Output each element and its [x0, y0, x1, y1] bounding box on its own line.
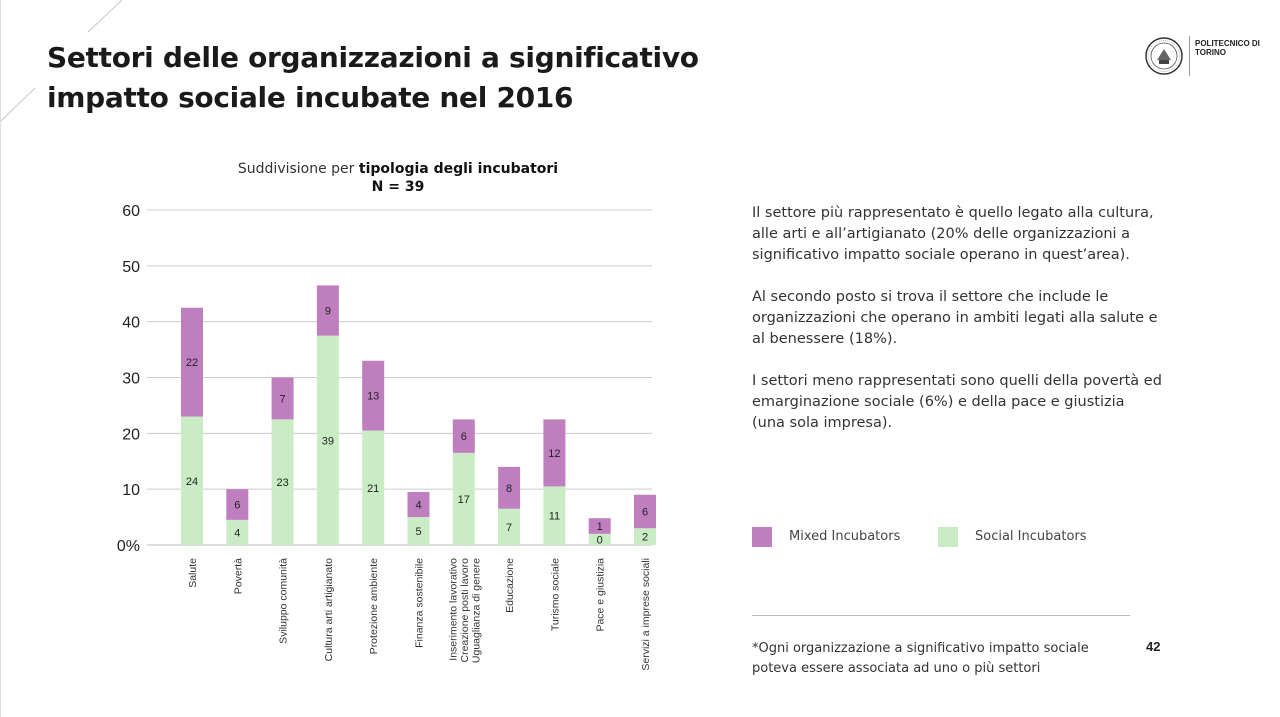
data-label-social: 5 [415, 526, 421, 538]
data-label-mixed: 8 [506, 483, 512, 495]
bar-social [226, 519, 249, 545]
data-label-social: 0 [597, 534, 603, 546]
x-tick-label-line: Finanza sostenibile [414, 558, 426, 648]
x-tick-label-line: Sviluppo comunità [278, 558, 290, 644]
x-tick-label-line: Cultura arti artigianato [323, 558, 335, 661]
x-tick-label: Cultura arti artigianato [323, 558, 335, 661]
page-title: Settori delle organizzazioni a significa… [47, 41, 699, 114]
bar-social [362, 430, 385, 545]
legend-label-social: Social Incubators [975, 529, 1087, 544]
page-number: 42 [1146, 639, 1161, 654]
chart-sample-size: N = 39 [371, 179, 425, 195]
data-label-mixed: 22 [186, 357, 198, 369]
description-paragraph-3: I settori meno rappresentati sono quelli… [752, 373, 1162, 431]
stacked-bar-chart: 0%1020304050602422Salute46Povertà237Svil… [117, 203, 656, 671]
x-tick-label: Sviluppo comunità [278, 558, 290, 644]
x-tick-label: Pace e giustizia [595, 558, 607, 632]
y-tick-label: 10 [122, 482, 140, 499]
footer-divider [752, 615, 1130, 616]
x-tick-label: Finanza sostenibile [414, 558, 426, 648]
data-label-mixed: 7 [280, 393, 286, 405]
data-label-mixed: 1 [597, 521, 603, 533]
bar-social [181, 416, 203, 545]
data-label-mixed: 9 [325, 306, 331, 318]
bar-mixed [498, 466, 521, 509]
logo-text: POLITECNICO DI TORINO [1195, 39, 1260, 57]
bar-mixed [226, 489, 249, 520]
data-label-social: 4 [234, 527, 240, 539]
y-tick-label: 40 [122, 315, 140, 332]
data-label-mixed: 6 [642, 507, 648, 519]
x-tick-label-line: Creazione posti lavoro [459, 558, 471, 663]
bar-mixed [543, 419, 566, 487]
x-tick-label: Inserimento lavorativoCreazione posti la… [447, 558, 482, 663]
bar-mixed [407, 491, 430, 518]
bar-mixed [181, 307, 203, 417]
bar-mixed [452, 419, 475, 453]
data-label-mixed: 12 [548, 448, 560, 460]
x-tick-label-line: Servizi a imprese sociali [640, 558, 652, 671]
y-tick-label: 0% [117, 538, 140, 555]
y-tick-label: 50 [122, 259, 140, 276]
bar-social [634, 528, 656, 545]
chart-title-prefix: Suddivisione per [237, 161, 359, 177]
bar-mixed [316, 285, 339, 336]
chart-title-bold: tipologia degli incubatori [358, 161, 559, 177]
x-tick-label: Salute [187, 558, 199, 588]
legend-swatch-mixed [752, 527, 772, 547]
data-label-social: 7 [506, 522, 512, 534]
bar-social [316, 335, 339, 545]
bar-social [498, 508, 521, 545]
bar-social [452, 452, 475, 545]
data-label-social: 2 [642, 532, 648, 544]
x-tick-label-line: Povertà [232, 558, 244, 594]
legend-swatch-social [938, 527, 958, 547]
data-label-mixed: 4 [415, 500, 421, 512]
decorative-lines [0, 0, 123, 123]
chart-title: Suddivisione per tipologia degli incubat… [180, 160, 616, 196]
logo-divider [1189, 36, 1190, 76]
x-tick-label-line: Uguaglianza di genere [470, 558, 482, 663]
x-tick-label-line: Protezione ambiente [368, 558, 380, 654]
data-label-mixed: 6 [234, 500, 240, 512]
data-label-social: 11 [549, 511, 560, 523]
x-tick-label: Turismo sociale [549, 558, 561, 631]
bar-mixed [271, 377, 294, 420]
footnote: *Ogni organizzazione a significativo imp… [752, 641, 1089, 676]
x-tick-label-line: Pace e giustizia [595, 558, 607, 632]
x-tick-label: Protezione ambiente [368, 558, 380, 654]
data-label-social: 21 [367, 483, 379, 495]
x-tick-label-line: Salute [187, 558, 199, 588]
data-label-mixed: 6 [461, 431, 467, 443]
description-paragraph-2: Al secondo posto si trova il settore che… [752, 289, 1158, 347]
data-label-social: 23 [276, 477, 288, 489]
bar-social [543, 486, 566, 545]
description: Il settore più rappresentato è quello le… [752, 203, 1162, 455]
x-tick-label-line: Educazione [504, 558, 516, 613]
y-tick-label: 60 [122, 203, 140, 220]
x-tick-label-line: Inserimento lavorativo [447, 558, 459, 661]
left-edge-rule [0, 0, 1, 717]
bar-social [407, 517, 430, 545]
bar-social [271, 419, 294, 545]
data-label-social: 24 [186, 476, 198, 488]
data-label-social: 39 [322, 435, 334, 447]
x-tick-label: Povertà [232, 558, 244, 594]
bar-mixed [634, 494, 656, 529]
y-tick-label: 30 [122, 371, 140, 388]
data-label-mixed: 13 [367, 391, 379, 403]
description-paragraph-1: Il settore più rappresentato è quello le… [752, 205, 1154, 263]
university-seal-icon [1145, 37, 1183, 75]
bar-mixed [588, 518, 611, 534]
x-tick-label-line: Turismo sociale [549, 558, 561, 631]
legend-label-mixed: Mixed Incubators [789, 529, 901, 544]
y-tick-label: 20 [122, 426, 140, 443]
bar-mixed [362, 360, 385, 431]
x-tick-label: Educazione [504, 558, 516, 613]
bar-social [588, 533, 611, 545]
x-tick-label: Servizi a imprese sociali [640, 558, 652, 671]
data-label-social: 17 [458, 494, 470, 506]
